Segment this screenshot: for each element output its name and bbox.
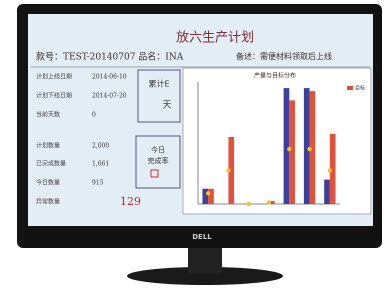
field-label: 已完成数量 bbox=[36, 160, 66, 168]
marker bbox=[307, 147, 311, 151]
bar bbox=[304, 88, 310, 204]
field-label: 异常数量 bbox=[36, 198, 60, 206]
box-text: 累计E bbox=[148, 79, 169, 89]
box-text: 今日 bbox=[151, 145, 165, 154]
field-label: 当前天数 bbox=[36, 111, 60, 119]
bar bbox=[289, 100, 295, 204]
field-label: 今日数量 bbox=[36, 179, 60, 187]
field-value: 915 bbox=[92, 180, 104, 187]
field-value: 2014-06-10 bbox=[92, 74, 127, 81]
marker bbox=[267, 200, 271, 204]
field-value: 129 bbox=[120, 195, 141, 208]
bar bbox=[284, 88, 290, 204]
marker bbox=[206, 191, 210, 195]
field-label: 计划上线日期 bbox=[36, 73, 72, 81]
remark: 备述：需便材料领取后上线 bbox=[236, 51, 332, 61]
legend-swatch bbox=[347, 86, 353, 90]
bar bbox=[208, 189, 214, 204]
field-value: 1,661 bbox=[92, 161, 109, 168]
field-value: 2,000 bbox=[92, 143, 109, 150]
marker bbox=[226, 168, 230, 172]
field-value: 0 bbox=[92, 112, 96, 119]
style-no: 款号：TEST-20140707 品名：INA bbox=[36, 51, 184, 63]
marker bbox=[287, 147, 291, 151]
marker bbox=[328, 168, 332, 172]
field-value: 2014-07-20 bbox=[92, 93, 127, 100]
photo: DELL 放六生产计划 款号：TEST-20140707 品名：INA 备述：需… bbox=[0, 0, 387, 288]
marker bbox=[247, 202, 251, 206]
box-text: 完成率 bbox=[148, 156, 169, 165]
box-text: 天 bbox=[162, 101, 171, 111]
chart-title: 产量与目标分布 bbox=[254, 72, 296, 80]
bar bbox=[202, 189, 208, 204]
brand-logo: DELL bbox=[192, 233, 212, 241]
field-label: 计划数量 bbox=[36, 142, 60, 150]
field-label: 计划下线日期 bbox=[36, 92, 72, 100]
legend-label: 目标 bbox=[355, 85, 365, 92]
bar bbox=[324, 180, 330, 204]
title: 放六生产计划 bbox=[176, 31, 254, 46]
